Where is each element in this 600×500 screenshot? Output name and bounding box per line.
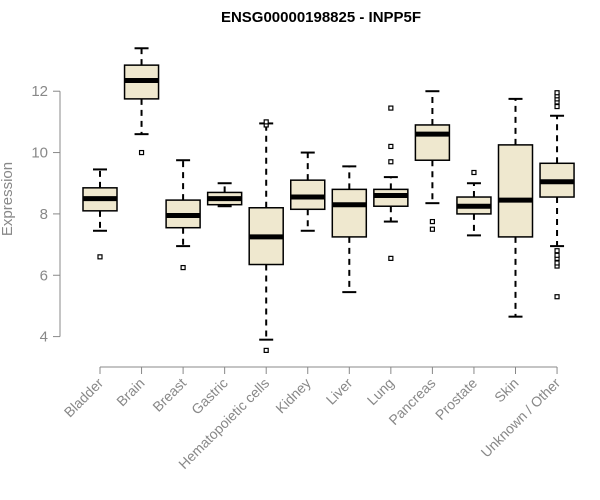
box-iqr [497,144,534,238]
outlier-point [388,105,394,111]
x-tick-label: Skin [491,375,522,406]
box-liver [331,165,368,294]
outlier-point [554,90,560,96]
y-axis: 4 6 8 10 12 [31,83,61,346]
outlier-point [554,103,560,110]
box-pancreas [414,90,451,232]
outlier-point [180,264,186,271]
outlier-point [429,218,435,225]
box-breast [165,159,201,271]
box-unknown-other [539,90,575,300]
y-tick-label: 10 [31,145,48,162]
outlier-point [554,248,560,254]
x-tick-label: Unknown / Other [478,375,564,461]
y-tick-label: 12 [31,83,48,100]
chart-title: ENSG00000198825 - INPP5F [221,9,421,26]
outlier-point [388,255,394,261]
outlier-point [554,252,560,258]
outlier-point [263,347,269,353]
x-tick-label: Liver [323,375,356,408]
x-tick-label: Lung [364,375,397,408]
box-iqr [331,188,368,238]
x-tick-label: Breast [149,375,189,415]
outlier-point [429,226,435,232]
y-tick-label: 6 [40,267,48,284]
outlier-point [138,149,145,156]
box-gastric [206,182,243,208]
box-lung [373,105,409,261]
box-brain [123,47,160,156]
outlier-point [471,169,477,176]
x-tick-label: Brain [113,375,147,409]
y-axis-label: Expression [0,162,16,236]
outlier-point [554,294,560,300]
x-tick-label: Kidney [272,375,314,417]
box-kidney [290,151,326,232]
box-hematopoietic-cells [248,119,284,353]
y-tick-label: 4 [40,329,48,346]
y-tick-label: 8 [40,206,48,223]
box-skin [497,97,534,318]
outlier-point [263,119,269,125]
outlier-point [97,254,103,260]
boxes-layer [82,47,575,353]
box-prostate [456,169,492,237]
outlier-point [388,159,394,165]
outlier-point [388,143,394,150]
box-bladder [82,168,118,260]
outlier-point [554,260,560,266]
x-tick-label: Prostate [432,375,480,423]
x-tick-label: Bladder [61,375,107,421]
box-iqr [414,124,451,161]
